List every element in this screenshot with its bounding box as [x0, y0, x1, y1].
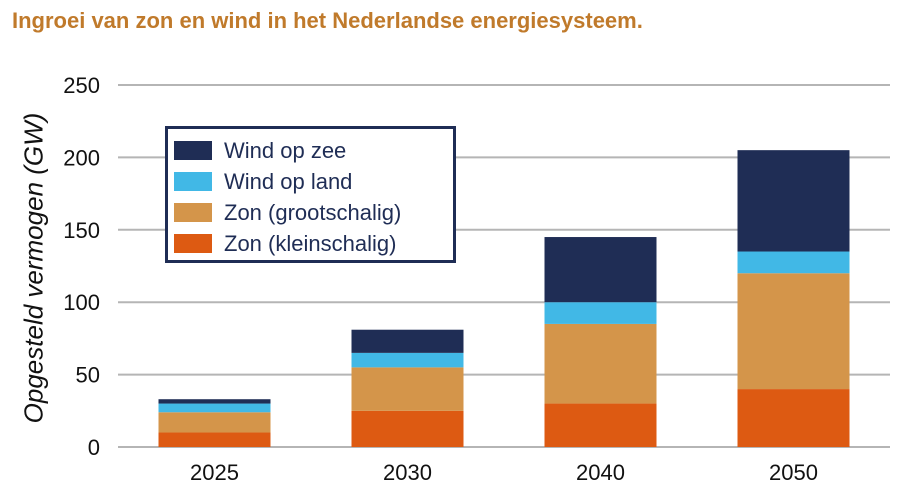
bar-segment — [544, 323, 657, 404]
bar-segment — [351, 352, 464, 368]
y-axis-label: Opgesteld vermogen (GW) — [18, 112, 49, 424]
legend-item-zon-grootschalig: Zon (grootschalig) — [174, 197, 453, 228]
bar-segment — [544, 302, 657, 324]
bar-segment — [158, 412, 271, 433]
x-tick-label: 2030 — [383, 460, 432, 485]
bar-segment — [737, 273, 850, 390]
y-tick-label: 0 — [88, 435, 100, 460]
x-tick-label: 2040 — [576, 460, 625, 485]
chart-title: Ingroei van zon en wind in het Nederland… — [12, 8, 643, 33]
legend-label: Zon (kleinschalig) — [224, 230, 397, 256]
legend-label: Wind op zee — [224, 137, 347, 163]
legend-item-wind-op-land: Wind op land — [174, 166, 453, 197]
bar-segment — [158, 399, 271, 404]
legend-item-zon-kleinschalig: Zon (kleinschalig) — [174, 228, 453, 259]
bar-segment — [544, 237, 657, 303]
y-tick-label: 250 — [63, 73, 100, 98]
legend-label: Wind op land — [224, 168, 353, 194]
legend: Wind op zee Wind op land Zon (grootschal… — [165, 126, 456, 263]
bar-segment — [351, 329, 464, 353]
legend-item-wind-op-zee: Wind op zee — [174, 135, 453, 166]
bar-segment — [737, 251, 850, 274]
x-axis-ticks: 2025 2030 2040 2050 — [190, 460, 818, 485]
bar-segment — [737, 389, 850, 447]
x-tick-label: 2050 — [769, 460, 818, 485]
x-tick-label: 2025 — [190, 460, 239, 485]
y-tick-label: 200 — [63, 145, 100, 170]
bar-segment — [544, 403, 657, 447]
bar-segment — [351, 367, 464, 411]
bar-segment — [351, 410, 464, 447]
legend-swatch — [174, 203, 212, 222]
legend-swatch — [174, 141, 212, 160]
bar-segment — [158, 432, 271, 447]
y-tick-label: 50 — [76, 363, 100, 388]
y-tick-label: 100 — [63, 290, 100, 315]
y-tick-label: 150 — [63, 218, 100, 243]
bars — [158, 150, 850, 447]
bar-segment — [158, 403, 271, 413]
legend-swatch — [174, 234, 212, 253]
legend-swatch — [174, 172, 212, 191]
y-axis-ticks: 0 50 100 150 200 250 — [63, 73, 100, 460]
legend-label: Zon (grootschalig) — [224, 199, 402, 225]
bar-segment — [737, 150, 850, 252]
